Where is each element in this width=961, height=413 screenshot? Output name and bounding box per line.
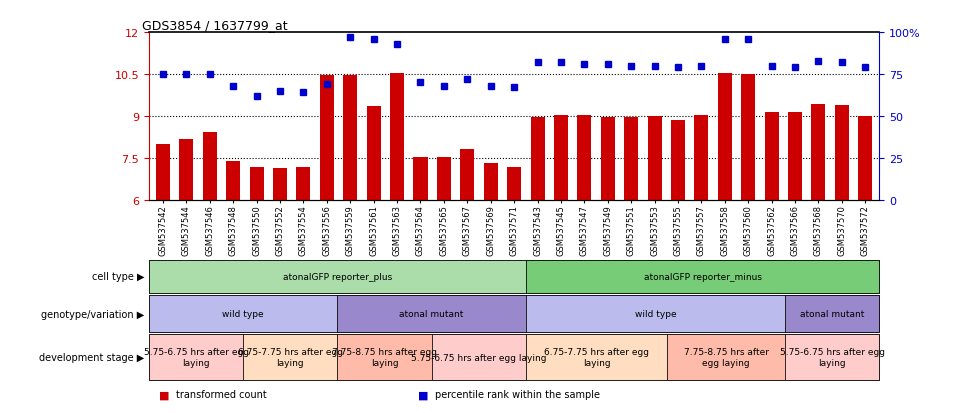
Text: 7.75-8.75 hrs after
egg laying: 7.75-8.75 hrs after egg laying	[683, 348, 769, 367]
Bar	[578, 115, 591, 200]
Bar	[390, 74, 405, 200]
Bar	[250, 167, 263, 200]
Bar	[811, 105, 825, 200]
Bar	[624, 118, 638, 200]
Bar	[858, 116, 873, 200]
Bar	[530, 118, 545, 200]
Text: ■: ■	[159, 389, 169, 399]
Bar	[526, 335, 667, 380]
Text: 6.75-7.75 hrs after egg
laying: 6.75-7.75 hrs after egg laying	[237, 348, 343, 367]
Bar	[149, 335, 243, 380]
Text: atonal mutant: atonal mutant	[400, 309, 464, 318]
Bar	[337, 335, 431, 380]
Text: GDS3854 / 1637799_at: GDS3854 / 1637799_at	[141, 19, 287, 32]
Text: 5.75-6.75 hrs after egg
laying: 5.75-6.75 hrs after egg laying	[779, 348, 885, 367]
Text: development stage ▶: development stage ▶	[38, 352, 144, 362]
Text: atonal mutant: atonal mutant	[800, 309, 864, 318]
Bar	[741, 75, 755, 200]
Text: 7.75-8.75 hrs after egg
laying: 7.75-8.75 hrs after egg laying	[333, 348, 437, 367]
Bar	[337, 295, 526, 332]
Bar	[648, 116, 661, 200]
Bar	[667, 335, 785, 380]
Bar	[785, 335, 879, 380]
Text: ■: ■	[418, 389, 429, 399]
Bar	[343, 76, 357, 200]
Bar	[149, 295, 337, 332]
Bar	[243, 335, 337, 380]
Bar	[835, 106, 849, 200]
Bar	[180, 140, 193, 200]
Text: 6.75-7.75 hrs after egg
laying: 6.75-7.75 hrs after egg laying	[544, 348, 649, 367]
Bar	[273, 169, 287, 200]
Bar	[156, 145, 170, 200]
Text: 5.75-6.75 hrs after egg laying: 5.75-6.75 hrs after egg laying	[411, 353, 547, 362]
Bar	[526, 295, 785, 332]
Bar	[671, 121, 685, 200]
Bar	[431, 335, 526, 380]
Bar	[788, 112, 802, 200]
Text: percentile rank within the sample: percentile rank within the sample	[435, 389, 601, 399]
Text: atonalGFP reporter_plus: atonalGFP reporter_plus	[283, 272, 392, 281]
Bar	[765, 112, 778, 200]
Bar	[695, 115, 708, 200]
Text: cell type ▶: cell type ▶	[91, 272, 144, 282]
Bar	[149, 260, 526, 293]
Bar	[320, 76, 333, 200]
Bar	[785, 295, 879, 332]
Text: atonalGFP reporter_minus: atonalGFP reporter_minus	[644, 272, 762, 281]
Bar	[296, 167, 310, 200]
Bar	[367, 107, 381, 200]
Text: 5.75-6.75 hrs after egg
laying: 5.75-6.75 hrs after egg laying	[143, 348, 249, 367]
Bar	[203, 133, 217, 200]
Bar	[460, 150, 475, 200]
Text: genotype/variation ▶: genotype/variation ▶	[41, 309, 144, 319]
Bar	[718, 74, 732, 200]
Bar	[554, 115, 568, 200]
Bar	[437, 158, 451, 200]
Bar	[413, 158, 428, 200]
Bar	[507, 167, 521, 200]
Text: wild type: wild type	[222, 309, 264, 318]
Bar	[483, 164, 498, 200]
Bar	[601, 118, 615, 200]
Bar	[526, 260, 879, 293]
Text: transformed count: transformed count	[176, 389, 266, 399]
Text: wild type: wild type	[634, 309, 677, 318]
Bar	[226, 162, 240, 200]
